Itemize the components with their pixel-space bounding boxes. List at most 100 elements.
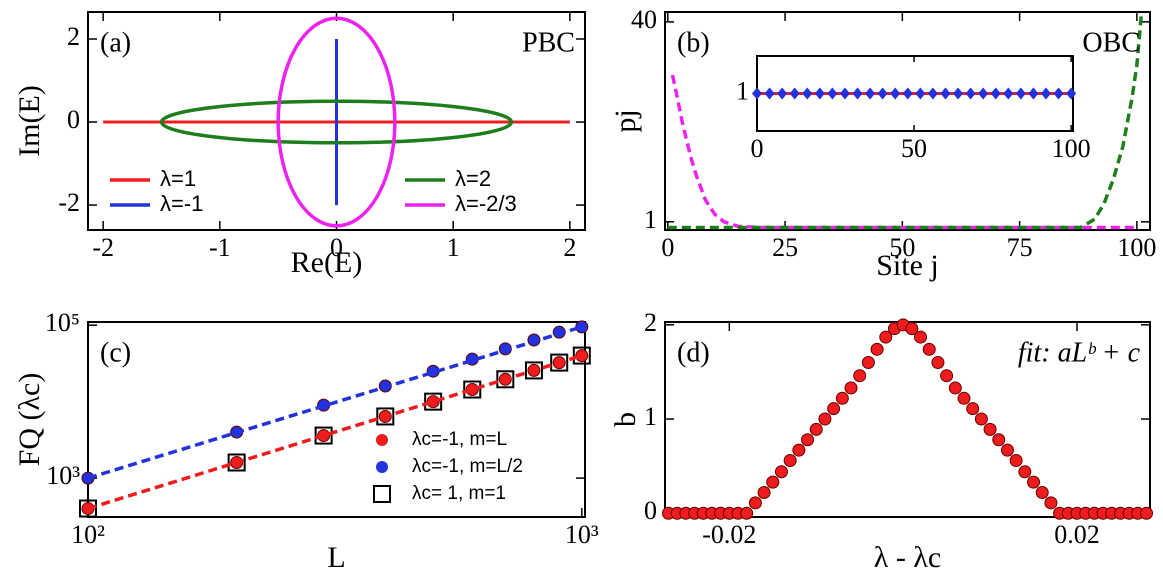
y-tick-label: 2 [67,22,80,51]
marker [1035,486,1049,500]
y-tick-label: -2 [58,188,80,217]
marker [376,407,395,426]
marker [227,453,246,472]
marker [424,392,443,411]
x-tick-label: 0 [751,134,764,163]
marker [853,369,867,383]
marker [877,87,888,100]
marker [777,87,788,100]
x-tick-label: 10² [71,520,105,549]
legend-label: λ=2 [455,166,491,191]
x-axis-label: Site j [876,249,939,282]
marker [827,87,838,100]
legend-label: λc=-1, m=L [412,429,507,450]
marker [835,391,849,405]
x-tick-label: -1 [209,233,231,262]
legend-label: λ=1 [160,166,196,191]
marker [974,412,988,426]
marker [852,87,863,100]
panel-label: (b) [677,27,710,58]
x-tick-label: 2 [563,233,576,262]
marker [940,369,954,383]
marker [757,486,771,500]
marker [1003,87,1014,100]
spectrum-ellipse [159,99,514,145]
y-tick-label: 1 [644,205,657,234]
marker [940,87,951,100]
marker [927,87,938,100]
marker [575,349,589,363]
marker [314,426,333,445]
marker [990,87,1001,100]
marker [839,87,850,100]
marker [890,87,901,100]
marker [861,356,875,370]
marker [978,87,989,100]
marker [879,330,893,344]
x-tick-label: 25 [772,233,798,262]
marker [764,87,775,100]
marker [1009,453,1023,467]
marker [948,381,962,395]
data-line [670,74,1137,230]
y-axis-label: Im(E) [13,85,46,157]
marker [1027,475,1041,489]
x-tick-label: -2 [92,233,114,262]
x-tick-label: 10³ [565,520,599,549]
axes-frame [664,321,1151,518]
x-tick-label: 100 [1052,134,1091,163]
marker [426,395,440,409]
marker [966,402,980,416]
marker [463,380,482,399]
x-tick-label: 0 [330,233,343,262]
marker [809,422,823,436]
marker [789,87,800,100]
y-tick-label: 0 [644,496,657,525]
marker [914,330,928,344]
marker [1028,87,1039,100]
marker [1015,87,1026,100]
x-tick-label: 0.02 [1054,520,1100,549]
marker [905,322,919,336]
marker [865,87,876,100]
marker [748,496,762,510]
y-tick-label: 0 [67,105,80,134]
x-tick-label: 1 [447,233,460,262]
marker [572,346,591,365]
marker [740,506,754,520]
marker [1140,506,1154,520]
marker [844,381,858,395]
legend-swatch [376,434,388,446]
marker [870,342,884,356]
y-tick-label: 1 [644,402,657,431]
marker [550,353,569,372]
marker [792,443,806,457]
marker [524,361,543,380]
marker [931,356,945,370]
y-tick-label: 10³ [46,461,80,490]
marker [814,87,825,100]
y-tick-label: 1 [736,76,749,105]
x-tick-label: 50 [901,134,927,163]
panel-label: (c) [100,337,131,368]
marker [983,422,997,436]
marker [1053,87,1064,100]
x-tick-label: 75 [1007,233,1033,262]
marker [802,87,813,100]
marker [922,342,936,356]
marker [965,87,976,100]
data-line [87,325,583,480]
marker [801,433,815,447]
marker [766,475,780,489]
y-axis-label: FQ (λc) [13,373,46,467]
data-line [87,353,583,511]
x-tick-label: -0.02 [702,520,756,549]
x-tick-label: 50 [889,233,915,262]
marker [79,499,97,518]
marker [752,87,762,100]
y-axis-label: pj [609,109,642,132]
y-tick-label: 40 [631,5,657,34]
annotation: fit: aLᵇ + c [1018,337,1141,368]
data-line [667,11,1144,230]
